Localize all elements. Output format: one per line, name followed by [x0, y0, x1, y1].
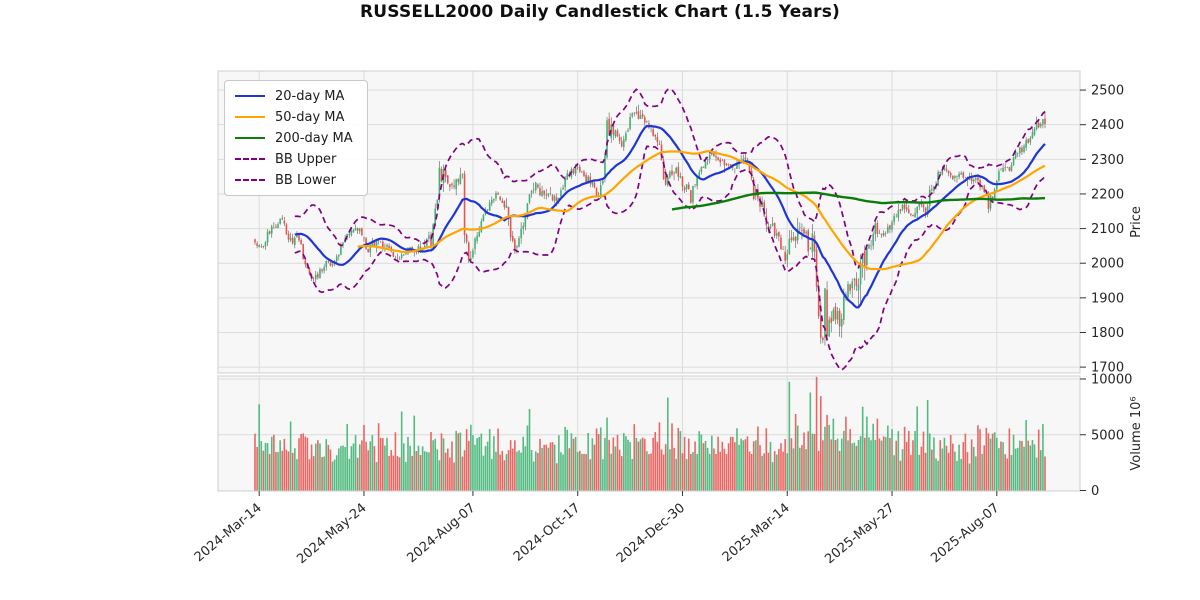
chart-title: RUSSELL2000 Daily Candlestick Chart (1.5… — [359, 2, 841, 22]
x-tick-label: 2024-Dec-30 — [614, 501, 688, 567]
legend-line-swatch — [235, 137, 265, 139]
x-tick-label: 2024-Aug-07 — [404, 501, 478, 567]
candlesticks — [254, 104, 1046, 346]
volume-bars — [254, 376, 1046, 491]
price-axis: 1700 1800 1900 2000 2100 2200 2300 2400 2500 0 500… — [1080, 84, 1144, 499]
legend: 20-day MA 50-day MA 200-day MA BB Upper BB L… — [224, 80, 368, 196]
x-axis: 2024-Mar-14 2024-May-24 2024-Aug-07 2024-Oc… — [192, 491, 1002, 568]
price-tick-label: 2000 — [1091, 257, 1124, 272]
legend-label: 200-day MA — [275, 130, 353, 146]
legend-item-50-day-ma: 50-day MA — [235, 109, 353, 125]
legend-item-bb-lower: BB Lower — [235, 172, 353, 188]
legend-line-swatch — [235, 179, 265, 181]
x-tick-label: 2025-Mar-14 — [720, 501, 793, 566]
panel-border — [217, 70, 1081, 374]
legend-line-swatch — [235, 116, 265, 118]
legend-item-200-day-ma: 200-day MA — [235, 130, 353, 146]
ma50-line — [357, 150, 1046, 271]
price-tick-label: 2100 — [1091, 222, 1124, 237]
volume-bars-down — [254, 376, 1046, 491]
price-axis-label: Price — [1129, 206, 1144, 238]
legend-line-swatch — [235, 158, 265, 160]
x-tick-label: 2024-May-24 — [294, 501, 369, 568]
legend-label: 50-day MA — [275, 109, 345, 125]
ma20-line — [294, 124, 1046, 309]
price-tick-label: 2200 — [1091, 187, 1124, 202]
x-tick-label: 2025-Aug-07 — [928, 501, 1002, 567]
x-tick-label: 2024-Mar-14 — [192, 501, 265, 566]
price-tick-label: 1800 — [1091, 326, 1124, 341]
legend-item-bb-upper: BB Upper — [235, 151, 353, 167]
candle-bodies-up — [258, 112, 1044, 338]
ma200-line — [671, 191, 1046, 211]
legend-line-swatch — [235, 95, 265, 97]
legend-item-20-day-ma: 20-day MA — [235, 88, 353, 104]
price-tick-label: 2500 — [1091, 84, 1124, 99]
volume-tick-label: 0 — [1091, 484, 1099, 499]
volume-axis-label: Volume 10⁶ — [1129, 396, 1144, 470]
legend-label: BB Upper — [275, 151, 337, 167]
legend-label: 20-day MA — [275, 88, 345, 104]
panel-border — [217, 375, 1081, 492]
bb-lower-line — [294, 144, 1046, 371]
legend-label: BB Lower — [275, 172, 336, 188]
price-tick-label: 2400 — [1091, 118, 1124, 133]
x-tick-label: 2025-May-27 — [822, 501, 897, 568]
price-tick-label: 1700 — [1091, 361, 1124, 376]
price-tick-label: 1900 — [1091, 291, 1124, 306]
price-tick-label: 2300 — [1091, 153, 1124, 168]
volume-bars-up — [258, 381, 1044, 491]
x-tick-label: 2024-Oct-17 — [511, 501, 583, 565]
volume-tick-label: 10000 — [1091, 373, 1132, 388]
volume-tick-label: 5000 — [1091, 428, 1124, 443]
